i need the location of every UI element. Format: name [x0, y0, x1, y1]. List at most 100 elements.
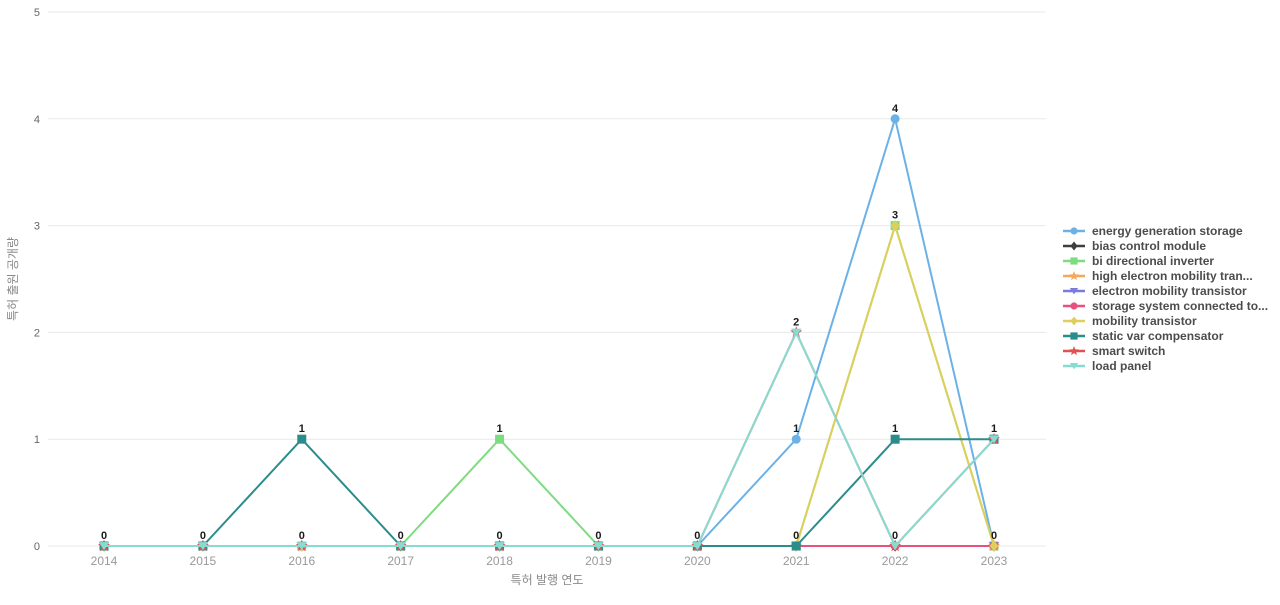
value-label: 1: [991, 423, 997, 435]
legend-item-load-panel[interactable]: load panel: [1062, 358, 1268, 373]
data-point: [692, 542, 703, 551]
value-label: 0: [496, 530, 502, 542]
value-label: 0: [991, 530, 997, 542]
square-marker-icon: [1063, 256, 1085, 265]
x-tick-label: 2019: [585, 554, 612, 568]
legend-label: electron mobility transistor: [1092, 283, 1247, 298]
data-point: [296, 542, 307, 551]
legend-label: high electron mobility tran...: [1092, 268, 1253, 283]
legend-label: bias control module: [1092, 238, 1207, 253]
circle-marker-icon: [1063, 226, 1085, 235]
x-tick-label: 2018: [486, 554, 513, 568]
data-point: [791, 541, 801, 551]
y-axis-tick-labels: 0 1 2 3 4 5: [34, 7, 40, 553]
x-tick-label: 2016: [288, 554, 315, 568]
x-tick-label: 2022: [882, 554, 909, 568]
triangle-down-marker-icon: [1063, 287, 1085, 294]
value-label: 0: [892, 530, 898, 542]
x-tick-label: 2023: [981, 554, 1008, 568]
value-label: 2: [793, 316, 799, 328]
legend-label: load panel: [1092, 358, 1152, 373]
data-value-labels: 0 0 0 1 0 0 1 0 0 1 0 2 4 0 3 1 0 1: [101, 103, 997, 542]
y-tick-label: 0: [34, 541, 40, 553]
data-point: [890, 114, 900, 124]
star-marker-icon: [1063, 345, 1085, 355]
value-label: 1: [793, 423, 799, 435]
legend-item-electron-mobility-transistor[interactable]: electron mobility transistor: [1062, 283, 1268, 298]
circle-marker-icon: [1063, 301, 1085, 310]
value-label: 1: [892, 423, 898, 435]
data-point: [989, 540, 999, 552]
data-point: [890, 219, 900, 232]
data-point: [890, 434, 900, 444]
data-point: [98, 542, 110, 551]
gridlines: [48, 11, 1046, 547]
y-tick-label: 2: [34, 327, 40, 339]
data-point: [791, 434, 801, 444]
y-axis-title: 특허 출원 공개량: [6, 237, 20, 321]
data-point: [791, 328, 802, 337]
legend-item-bi-directional-inverter[interactable]: bi directional inverter: [1062, 253, 1268, 268]
legend-item-bias-control-module[interactable]: bias control module: [1062, 238, 1268, 253]
y-tick-label: 3: [34, 221, 40, 233]
x-tick-label: 2017: [387, 554, 414, 568]
value-label: 0: [101, 530, 107, 542]
series-line: [104, 224, 995, 547]
triangle-down-marker: [1069, 287, 1079, 294]
star-marker: [1069, 270, 1079, 280]
star-marker-icon: [1063, 270, 1085, 280]
value-label: 0: [200, 530, 206, 542]
y-tick-label: 5: [34, 7, 40, 19]
legend-item-static-var-compensator[interactable]: static var compensator: [1062, 328, 1268, 343]
legend-label: smart switch: [1092, 343, 1166, 358]
square-marker: [1070, 256, 1078, 265]
diamond-marker: [1070, 241, 1078, 250]
data-point: [494, 542, 505, 551]
legend-label: bi directional inverter: [1092, 253, 1215, 268]
data-point: [988, 435, 1000, 444]
legend-label: static var compensator: [1092, 328, 1224, 343]
legend-label: energy generation storage: [1092, 223, 1243, 238]
triangle-down-marker-icon: [1063, 362, 1085, 369]
data-point: [593, 542, 604, 551]
x-tick-label: 2021: [783, 554, 810, 568]
legend: energy generation storage bias control mo…: [1062, 223, 1268, 373]
data-point: [297, 434, 307, 444]
series-mobility-transistor: [99, 219, 999, 552]
series-line: [104, 224, 995, 547]
square-marker: [1070, 331, 1078, 340]
diamond-marker-icon: [1063, 241, 1085, 250]
circle-marker: [1070, 226, 1078, 235]
value-label: 3: [892, 210, 898, 222]
star-marker: [1069, 345, 1079, 355]
x-tick-label: 2015: [190, 554, 217, 568]
data-point: [889, 542, 901, 551]
data-point: [495, 434, 505, 444]
legend-label: storage system connected to...: [1092, 298, 1269, 313]
series-load-panel: [98, 328, 1000, 551]
legend-item-energy-generation-storage[interactable]: energy generation storage: [1062, 223, 1268, 238]
series-line: [104, 331, 995, 547]
value-label: 1: [299, 423, 305, 435]
data-point: [395, 542, 406, 551]
triangle-down-marker: [1069, 362, 1079, 369]
x-axis-tick-labels: 2014 2015 2016 2017 2018 2019 2020 2021 2022 2023: [91, 554, 1008, 568]
legend-item-storage-system-connected-to-[interactable]: storage system connected to...: [1062, 298, 1268, 313]
legend-item-mobility-transistor[interactable]: mobility transistor: [1062, 313, 1268, 328]
value-label: 4: [892, 103, 899, 115]
value-label: 0: [398, 530, 404, 542]
legend-label: mobility transistor: [1092, 313, 1197, 328]
value-label: 0: [694, 530, 700, 542]
y-tick-label: 4: [34, 114, 40, 126]
y-tick-label: 1: [34, 434, 40, 446]
x-tick-label: 2020: [684, 554, 711, 568]
series-smart-switch: [98, 326, 1000, 552]
data-point: [197, 542, 209, 551]
series-lines: [98, 114, 1000, 552]
x-axis-title: 특허 발행 연도: [511, 572, 584, 587]
value-label: 1: [496, 423, 502, 435]
legend-item-smart-switch[interactable]: smart switch: [1062, 343, 1268, 358]
legend-item-high-electron-mobility-tran-[interactable]: high electron mobility tran...: [1062, 268, 1268, 283]
